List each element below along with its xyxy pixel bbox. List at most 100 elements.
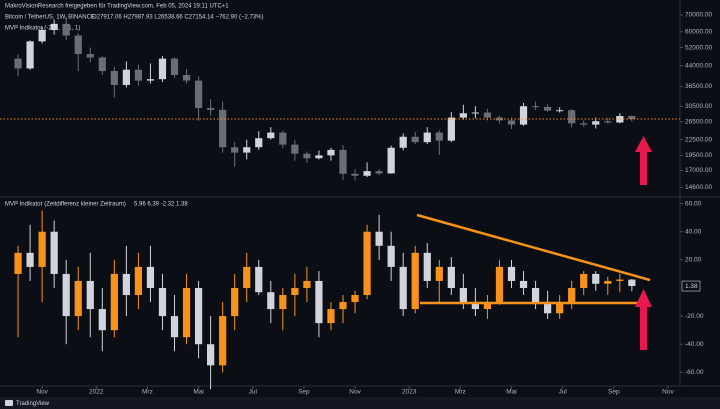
y-tick-label: -40.00: [685, 341, 704, 348]
candle-body: [291, 287, 299, 296]
candle-body: [411, 136, 419, 143]
candle-body: [483, 302, 492, 310]
candle-body: [592, 273, 600, 284]
arrow-top: [635, 136, 652, 185]
x-tick-label: Jul: [558, 389, 567, 396]
candle-body: [507, 120, 516, 125]
candle-body: [14, 58, 22, 69]
symbol-title: Bitcoin / TetherUS, 1W, BINANCE: [5, 15, 95, 21]
candle-body: [98, 309, 106, 331]
candle-body: [146, 79, 155, 81]
candle-body: [628, 115, 636, 119]
footer-brand: TradingView: [16, 401, 50, 407]
candle-body: [616, 279, 624, 281]
candle-body: [604, 121, 612, 123]
candle-body: [459, 287, 467, 303]
candle-body: [170, 58, 179, 76]
y-tick-label: -20.00: [685, 313, 704, 320]
candle-body: [339, 302, 347, 310]
candle-body: [122, 69, 130, 85]
candle-body: [255, 266, 263, 293]
candle-body: [303, 153, 311, 159]
candle-body: [158, 58, 167, 80]
x-tick-label: 2023: [402, 389, 417, 396]
candle-body: [146, 266, 155, 288]
candle-body: [38, 231, 46, 267]
candle-body: [580, 123, 588, 125]
candle-body: [194, 287, 203, 345]
candle-body: [556, 110, 564, 112]
candle-body: [399, 136, 407, 148]
last-value-label: 1.38: [685, 283, 698, 290]
y-tick-label: 19500.00: [685, 152, 712, 159]
candle-body: [26, 252, 34, 267]
candle-body: [519, 106, 528, 125]
x-tick-label: Nov: [36, 389, 48, 396]
candle-body: [98, 57, 106, 72]
candle-body: [531, 106, 540, 108]
candle-body: [435, 266, 443, 281]
candle-body: [495, 117, 504, 121]
arrow-head: [635, 136, 652, 152]
candle-body: [110, 273, 118, 331]
plot-area: 70000.00 60000.00 52000.00 44000.00 36500.00…: [0, 12, 712, 396]
candle-body: [279, 295, 287, 310]
candle-body: [26, 41, 34, 69]
candle-body: [628, 279, 636, 287]
candle-body: [303, 280, 311, 288]
arrow-bottom: [635, 289, 652, 350]
candle-body: [363, 171, 371, 176]
y-tick-label: -60.00: [685, 369, 704, 376]
candle-body: [279, 132, 287, 145]
candle-body: [134, 69, 143, 81]
candle-body: [62, 273, 70, 317]
candle-body: [267, 132, 275, 139]
last-value-box: [681, 280, 701, 292]
x-tick-label: Jul: [249, 389, 258, 396]
y-tick-label: 52000.00: [685, 44, 712, 51]
candle-body: [544, 106, 552, 111]
candle-body: [158, 287, 167, 317]
candle-body: [50, 231, 58, 274]
y-tick-label: 44000.00: [685, 63, 712, 70]
y-tick-label: 22500.00: [685, 136, 712, 143]
y-tick-label: 40.00: [685, 228, 702, 235]
candle-body: [387, 245, 395, 267]
trend-line: [416, 213, 651, 282]
x-tick-label: Sep: [298, 389, 310, 396]
candle-body: [74, 35, 82, 55]
share-banner: MakroVisionResearch freigegeben für Trad…: [5, 4, 229, 10]
candle-body: [375, 231, 383, 246]
y-tick-label: 36500.00: [685, 83, 712, 90]
candle-body: [339, 149, 347, 174]
candle-body: [568, 287, 576, 303]
candle-body: [363, 231, 371, 296]
x-tick-label: Nov: [349, 389, 361, 396]
y-tick-label: 17000.00: [685, 167, 712, 174]
candle-body: [291, 144, 299, 154]
candle-body: [471, 302, 480, 310]
candle-body: [86, 280, 94, 310]
candle-body: [38, 29, 46, 42]
x-tick-label: Nov: [662, 389, 674, 396]
x-tick-label: Mrz: [455, 389, 466, 396]
candle-body: [471, 112, 480, 114]
footer-bar: [0, 397, 720, 409]
y-tick-label: 14600.00: [685, 184, 712, 191]
x-tick-label: Mai: [506, 389, 516, 396]
y-tick-label: 26500.00: [685, 118, 712, 125]
candle-body: [519, 280, 528, 288]
x-tick-label: Sep: [608, 389, 620, 396]
candle-body: [207, 344, 215, 366]
candle-body: [459, 113, 467, 118]
y-tick-label: 60000.00: [685, 29, 712, 36]
y-tick-label: 60.00: [685, 200, 702, 207]
ohlc-values: O27917.06 H27987.93 L26538.66 C27154.14 …: [92, 15, 263, 21]
candle-body: [531, 287, 540, 303]
candle-body: [170, 316, 179, 338]
candle-body: [50, 23, 58, 30]
x-tick-label: Mrz: [142, 389, 153, 396]
candle-body: [231, 147, 239, 153]
candle-body: [243, 147, 251, 153]
candle-body: [604, 280, 612, 284]
